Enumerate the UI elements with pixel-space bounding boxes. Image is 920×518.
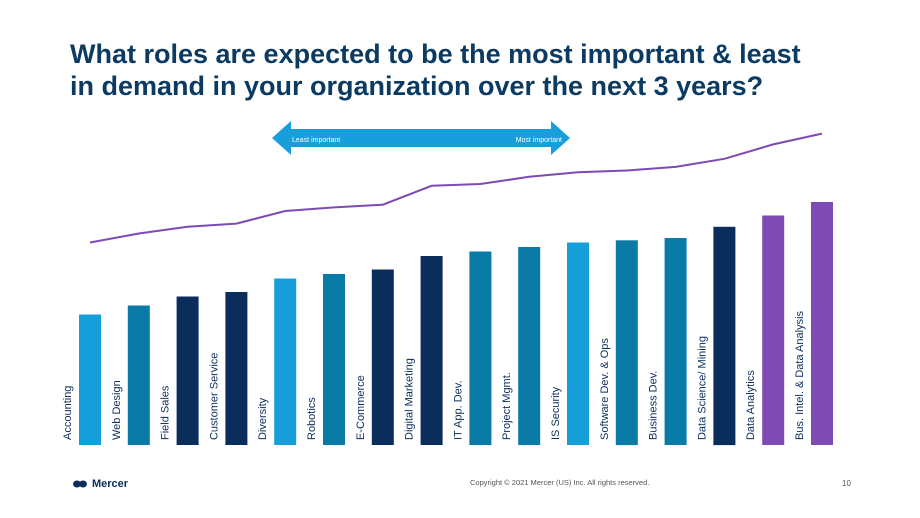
- double-arrow-icon: [272, 121, 570, 155]
- category-label-14: Data Analytics: [745, 370, 757, 440]
- category-label-10: IS Security: [550, 386, 562, 440]
- category-label-12: Business Dev.: [648, 371, 660, 441]
- bar-10: [567, 242, 589, 445]
- bar-1: [127, 305, 150, 445]
- mercer-logo: Mercer: [72, 478, 128, 490]
- title-line-1: What roles are expected to be the most i…: [70, 39, 801, 69]
- category-label-9: Project Mgmt.: [501, 372, 513, 440]
- bar-8: [469, 251, 492, 445]
- page-number: 10: [842, 479, 851, 488]
- category-label-7: Digital Marketing: [404, 358, 416, 440]
- category-label-5: Robotics: [306, 397, 318, 440]
- category-label-6: E-Commerce: [355, 375, 367, 440]
- category-label-4: Diversity: [257, 397, 269, 440]
- bar-13: [713, 226, 736, 446]
- arrow-right-label: Most important: [516, 137, 562, 144]
- category-label-11: Software Dev. & Ops: [599, 338, 611, 440]
- bar-15: [811, 202, 833, 445]
- category-label-2: Field Sales: [160, 385, 172, 440]
- trend-line-group: [89, 132, 823, 244]
- bar-2: [176, 296, 199, 445]
- category-label-1: Web Design: [111, 380, 123, 440]
- bars: [79, 202, 833, 446]
- category-label-13: Data Science/ Mining: [696, 336, 708, 440]
- category-label-3: Customer Service: [208, 353, 220, 440]
- bar-0: [79, 314, 101, 445]
- bar-11: [615, 240, 638, 446]
- category-labels: Accounting Web Design Field Sales Customer …: [62, 310, 806, 440]
- arrow-left-label: Least important: [292, 137, 340, 144]
- bar-5: [323, 274, 345, 445]
- importance-bar-chart: Least important Most important Accountin…: [62, 121, 833, 446]
- mercer-logo-icon: [73, 480, 87, 488]
- brand-name: Mercer: [92, 478, 129, 490]
- page-title: What roles are expected to be the most i…: [70, 38, 890, 102]
- category-label-15: Bus. Intel. & Data Analysis: [794, 310, 806, 440]
- title-line-2: in demand in your organization over the …: [70, 71, 764, 101]
- bar-14: [762, 215, 785, 445]
- scale-arrow: Least important Most important: [272, 121, 570, 155]
- trend-line: [89, 132, 823, 244]
- copyright-text: Copyright © 2021 Mercer (US) Inc. All ri…: [470, 478, 650, 487]
- bar-3: [225, 292, 248, 445]
- category-label-8: IT App. Dev.: [452, 380, 464, 440]
- category-label-0: Accounting: [62, 386, 74, 440]
- bar-4: [274, 278, 297, 445]
- bar-6: [371, 269, 394, 445]
- bar-7: [420, 256, 443, 445]
- bar-12: [664, 238, 687, 445]
- bar-9: [518, 247, 541, 445]
